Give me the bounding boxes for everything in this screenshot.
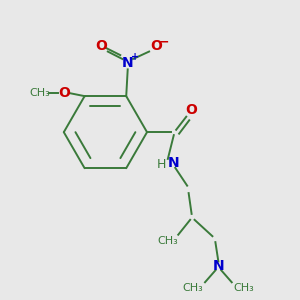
Text: CH₃: CH₃ [158,236,178,246]
Text: N: N [168,156,180,170]
Text: N: N [212,259,224,273]
Text: CH₃: CH₃ [30,88,50,98]
Text: N: N [122,56,134,70]
Text: O: O [150,39,162,52]
Text: O: O [186,103,197,117]
Text: CH₃: CH₃ [183,283,203,293]
Text: CH₃: CH₃ [233,283,254,293]
Text: +: + [131,52,139,62]
Text: −: − [159,35,169,48]
Text: O: O [58,86,70,100]
Text: O: O [95,39,107,52]
Text: H: H [157,158,167,171]
